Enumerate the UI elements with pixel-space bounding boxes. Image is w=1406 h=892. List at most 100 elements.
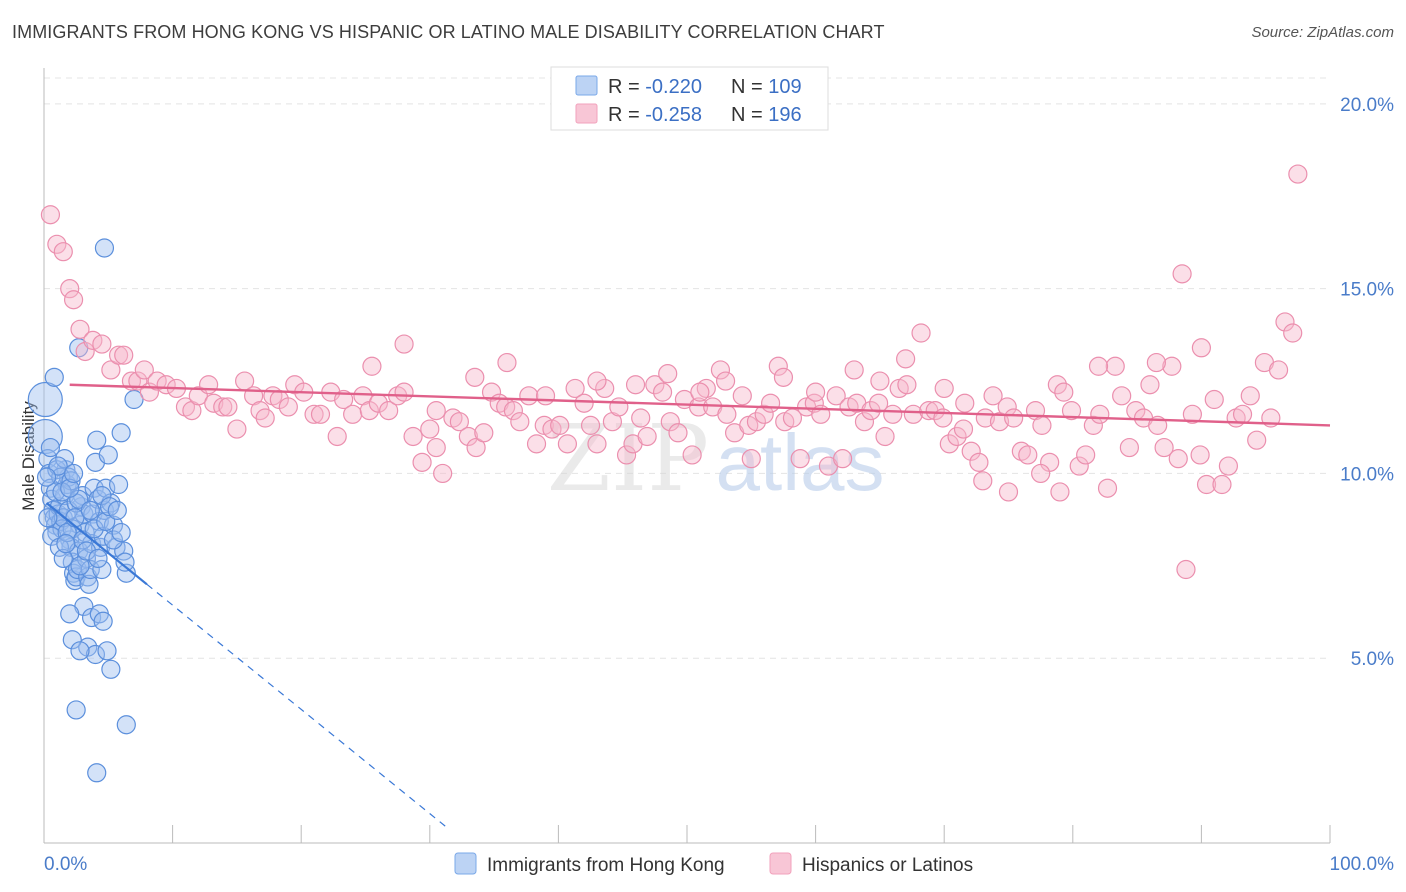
hisp-point-58: [481, 382, 502, 402]
hisp-point-188: [690, 382, 710, 402]
hisp-point-69: [565, 378, 585, 399]
legend-blue-n-value: 109: [768, 76, 801, 98]
hisp-point-78: [631, 408, 651, 428]
legend-blue-r-value: -0.220: [645, 76, 702, 98]
hisp-point-193: [497, 352, 517, 373]
hisp-point-196: [394, 334, 414, 354]
hk-point-76: [70, 641, 90, 661]
legend-pink-n-value: 196: [768, 104, 801, 126]
hisp-point-191: [587, 371, 607, 391]
hisp-point-146: [1119, 437, 1139, 458]
hisp-point-89: [710, 360, 731, 380]
hisp-point-119: [925, 401, 945, 421]
hisp-point-94: [746, 412, 767, 432]
hisp-point-149: [1140, 375, 1160, 395]
hisp-point-82: [660, 412, 680, 432]
hisp-point-186: [741, 449, 761, 469]
legend-blue-n-label: N =: [731, 76, 768, 98]
watermark-zip: ZIP: [547, 405, 709, 512]
hisp-point-50: [420, 419, 440, 439]
hk-point-106: [60, 478, 80, 498]
hisp-point-67: [550, 415, 570, 435]
svg-text:R = -0.220: R = -0.220: [608, 76, 702, 98]
hisp-point-83: [668, 423, 688, 443]
hisp-point-122: [947, 426, 967, 447]
hk-point-92: [76, 541, 97, 561]
hisp-point-168: [1275, 312, 1295, 332]
hk-point-68: [85, 644, 106, 665]
hisp-point-47: [394, 382, 414, 402]
hisp-point-144: [1105, 356, 1125, 376]
hisp-point-183: [844, 360, 864, 380]
hisp-point-139: [1069, 456, 1089, 476]
hisp-point-100: [790, 449, 810, 469]
hisp-point-152: [1162, 356, 1182, 376]
hk-point-52: [108, 474, 129, 495]
hk-point-60: [54, 449, 75, 469]
hisp-point-151: [1154, 437, 1174, 458]
hisp-point-124: [961, 441, 981, 461]
hisp-point-11: [114, 345, 134, 365]
hisp-point-153: [1168, 449, 1188, 469]
hk-point-84: [45, 482, 66, 502]
hk-point-105: [56, 534, 76, 554]
hisp-point-90: [717, 404, 737, 424]
hisp-point-4: [63, 290, 84, 310]
hisp-point-163: [1240, 386, 1260, 406]
trend-hispanic: [69, 383, 1331, 427]
axes: [43, 68, 1331, 844]
hisp-point-92: [732, 386, 752, 406]
hisp-point-30: [255, 408, 275, 428]
hk-point-101: [111, 522, 131, 543]
hisp-point-185: [773, 367, 794, 387]
correlation-legend: R = -0.220 N = 109 R = -0.258 N = 196: [550, 66, 829, 131]
hk-point-48: [98, 445, 118, 465]
hisp-point-180: [934, 378, 954, 399]
hisp-point-25: [218, 397, 238, 417]
hk-point-99: [103, 530, 124, 550]
hisp-point-178: [973, 471, 993, 491]
hk-point-102: [115, 552, 135, 572]
hisp-point-113: [883, 404, 903, 424]
hisp-point-95: [754, 404, 774, 424]
watermark: ZIP atlas: [547, 405, 885, 512]
hk-point-74: [62, 630, 82, 650]
hisp-point-190: [625, 375, 646, 395]
hisp-point-157: [1196, 474, 1217, 495]
x-tick-label-max: 100.0%: [1330, 854, 1395, 875]
hisp-point-187: [715, 371, 736, 391]
hisp-point-71: [580, 415, 601, 435]
hisp-point-159: [1212, 474, 1232, 495]
hisp-point-57: [474, 423, 494, 443]
legend-pink-r-label: R =: [608, 104, 645, 126]
hisp-point-54: [449, 412, 469, 432]
hisp-point-155: [1182, 404, 1202, 424]
hisp-point-171: [1172, 264, 1192, 284]
hisp-point-13: [128, 371, 148, 391]
hisp-point-40: [334, 389, 354, 410]
hisp-point-39: [327, 426, 347, 447]
hisp-point-162: [1232, 404, 1253, 424]
hisp-point-192: [535, 386, 556, 406]
y-tick-label-2: 15.0%: [1340, 280, 1394, 301]
hk-point-103: [48, 456, 68, 476]
hk-point-107: [63, 463, 84, 484]
hk-point-95: [88, 548, 108, 569]
hisp-point-141: [1083, 415, 1103, 435]
hk-point-100: [107, 500, 127, 520]
y-tick-label-1: 10.0%: [1340, 464, 1394, 485]
hisp-point-174: [1088, 356, 1109, 376]
hisp-point-167: [1268, 360, 1289, 380]
hk-point-0: [27, 381, 63, 418]
series-legend: Immigrants from Hong Kong Hispanics or L…: [454, 852, 973, 876]
hisp-point-137: [1054, 382, 1074, 402]
hk-point-94: [84, 519, 104, 539]
hisp-point-116: [903, 404, 923, 424]
hisp-point-96: [760, 393, 781, 413]
series-hispanic: [40, 164, 1308, 580]
hisp-point-81: [652, 382, 673, 402]
hk-point-44: [92, 559, 112, 580]
hisp-point-86: [688, 397, 709, 417]
legend-pink-r-value: -0.258: [645, 104, 702, 126]
